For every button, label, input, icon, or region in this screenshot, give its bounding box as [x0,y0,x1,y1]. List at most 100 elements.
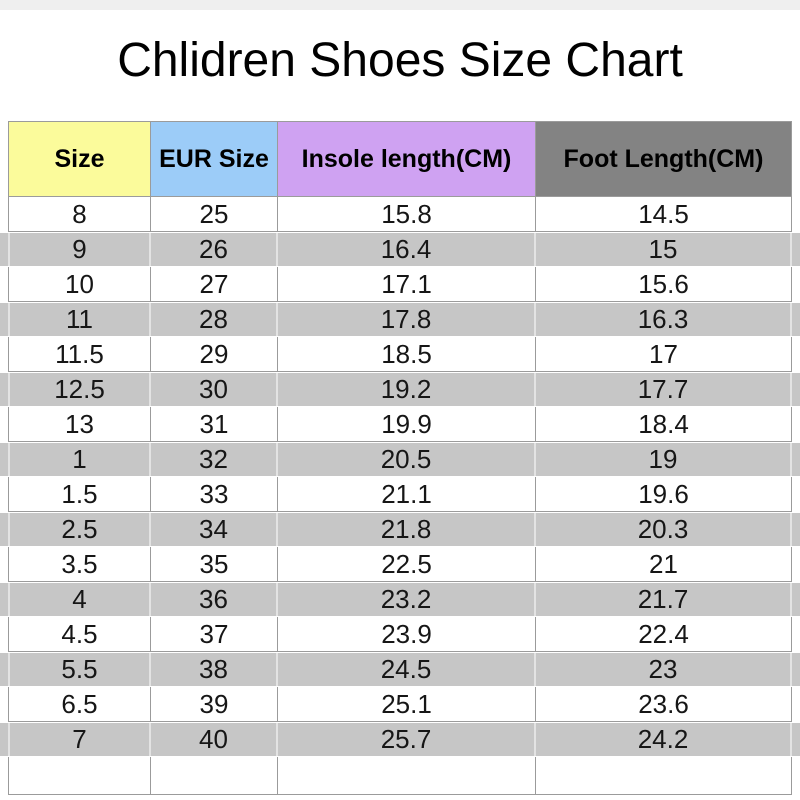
header-cell: Insole length(CM) [278,121,536,197]
table-cell: 4 [8,583,151,616]
table-cell: 15.6 [536,267,792,302]
row-margin [792,233,800,266]
table-row: 1.5 33 21.1 19.6 [0,477,800,512]
row-margin [792,617,800,652]
table-cell: 9 [8,233,151,266]
table-row: 3.5 35 22.5 21 [0,547,800,582]
table-cell: 20.5 [278,443,536,476]
table-cell: 1 [8,443,151,476]
table-row: 5.5 38 24.5 23 [0,652,800,687]
row-margin [0,723,8,756]
table-cell: 16.4 [278,233,536,266]
table-cell: 22.5 [278,547,536,582]
table-row: 12.5 30 19.2 17.7 [0,372,800,407]
table-cell: 21.1 [278,477,536,512]
table-cell: 19.2 [278,373,536,406]
table-cell: 6.5 [8,687,151,722]
row-margin [792,513,800,546]
row-margin [0,653,8,686]
table-cell: 1.5 [8,477,151,512]
table-cell: 39 [151,687,278,722]
row-margin [792,687,800,722]
table-row: 6.5 39 25.1 23.6 [0,687,800,722]
table-row: 13 31 19.9 18.4 [0,407,800,442]
row-margin [792,723,800,756]
table-cell: 17 [536,337,792,372]
table-cell: 16.3 [536,303,792,336]
table-row: 2.5 34 21.8 20.3 [0,512,800,547]
table-cell: 31 [151,407,278,442]
table-cell [278,757,536,795]
row-margin [0,373,8,406]
row-margin [0,197,8,232]
table-cell [151,757,278,795]
table-row: 4.5 37 23.9 22.4 [0,617,800,652]
row-margin [792,303,800,336]
table-cell: 24.2 [536,723,792,756]
table-cell: 4.5 [8,617,151,652]
table-cell: 32 [151,443,278,476]
table-cell [536,757,792,795]
row-margin [0,617,8,652]
table-cell: 18.4 [536,407,792,442]
table-cell: 23 [536,653,792,686]
table-cell: 26 [151,233,278,266]
table-body: 8 25 15.8 14.5 9 26 16.4 15 10 27 17.1 15.6 11 28 17.8… [0,197,800,795]
row-margin [792,121,800,197]
table-cell: 15 [536,233,792,266]
table-row: 11.5 29 18.5 17 [0,337,800,372]
table-row: 8 25 15.8 14.5 [0,197,800,232]
table-row: 7 40 25.7 24.2 [0,722,800,757]
table-cell: 40 [151,723,278,756]
table-cell: 23.9 [278,617,536,652]
page-title: Chlidren Shoes Size Chart [117,34,683,87]
table-cell: 34 [151,513,278,546]
row-margin [0,477,8,512]
header-cell: EUR Size [151,121,278,197]
row-margin [792,583,800,616]
table-cell: 19.9 [278,407,536,442]
table-cell: 38 [151,653,278,686]
table-cell: 28 [151,303,278,336]
table-row: 1 32 20.5 19 [0,442,800,477]
table-cell: 35 [151,547,278,582]
table-cell: 21.8 [278,513,536,546]
row-margin [0,407,8,442]
table-cell: 36 [151,583,278,616]
row-margin [0,121,8,197]
row-margin [792,337,800,372]
table-row: 11 28 17.8 16.3 [0,302,800,337]
table-row: 10 27 17.1 15.6 [0,267,800,302]
row-margin [792,477,800,512]
table-cell: 13 [8,407,151,442]
table-cell: 7 [8,723,151,756]
table-cell: 27 [151,267,278,302]
table-cell: 14.5 [536,197,792,232]
header-cell: Foot Length(CM) [536,121,792,197]
header-cell: Size [8,121,151,197]
row-margin [792,197,800,232]
size-table: Size EUR Size Insole length(CM) Foot Length… [0,121,800,795]
table-cell: 23.2 [278,583,536,616]
row-margin [792,547,800,582]
row-margin [792,443,800,476]
table-cell: 12.5 [8,373,151,406]
table-row [0,757,800,795]
table-cell [8,757,151,795]
table-cell: 30 [151,373,278,406]
table-cell: 11 [8,303,151,336]
row-margin [0,547,8,582]
table-cell: 17.7 [536,373,792,406]
table-cell: 21 [536,547,792,582]
table-row: 9 26 16.4 15 [0,232,800,267]
table-cell: 17.8 [278,303,536,336]
table-cell: 17.1 [278,267,536,302]
table-cell: 8 [8,197,151,232]
table-cell: 37 [151,617,278,652]
top-strip [0,0,800,10]
row-margin [0,583,8,616]
row-margin [0,233,8,266]
table-cell: 18.5 [278,337,536,372]
table-row: 4 36 23.2 21.7 [0,582,800,617]
